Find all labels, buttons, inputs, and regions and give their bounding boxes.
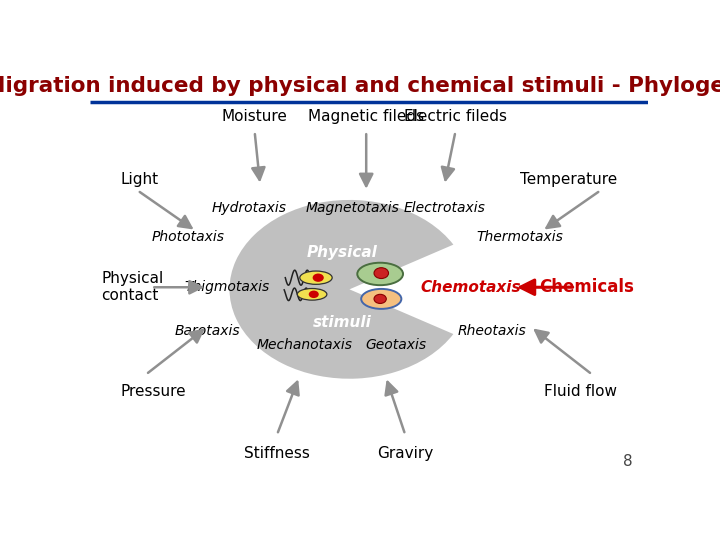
Circle shape <box>374 268 389 279</box>
Circle shape <box>374 294 387 303</box>
Text: Phototaxis: Phototaxis <box>151 231 224 245</box>
Text: Moisture: Moisture <box>222 109 287 124</box>
Text: Light: Light <box>121 172 159 187</box>
Text: Barotaxis: Barotaxis <box>174 324 240 338</box>
Ellipse shape <box>297 288 327 300</box>
Text: Pressure: Pressure <box>121 384 186 399</box>
Text: Chemicals: Chemicals <box>539 278 634 296</box>
Text: Migration induced by physical and chemical stimuli - Phylogeny: Migration induced by physical and chemic… <box>0 77 720 97</box>
Text: Graviry: Graviry <box>377 446 433 461</box>
Ellipse shape <box>361 289 401 309</box>
Text: Temperature: Temperature <box>520 172 617 187</box>
Text: Thermotaxis: Thermotaxis <box>476 231 563 245</box>
Text: 8: 8 <box>623 454 632 469</box>
Text: Rheotaxis: Rheotaxis <box>457 324 526 338</box>
Text: Mechanotaxis: Mechanotaxis <box>257 339 353 353</box>
Ellipse shape <box>300 271 332 285</box>
Circle shape <box>312 274 324 282</box>
Text: Hydrotaxis: Hydrotaxis <box>212 201 287 215</box>
Wedge shape <box>230 200 454 379</box>
Text: Magnetotaxis: Magnetotaxis <box>305 201 399 215</box>
Text: Geotaxis: Geotaxis <box>365 339 426 353</box>
Ellipse shape <box>357 263 403 285</box>
Text: Stiffness: Stiffness <box>244 446 310 461</box>
Text: Electric fileds: Electric fileds <box>404 109 507 124</box>
Text: Fluid flow: Fluid flow <box>544 384 617 399</box>
Text: Physical: Physical <box>307 245 378 260</box>
Text: Physical
contact: Physical contact <box>101 271 163 303</box>
Text: Magnetic fileds: Magnetic fileds <box>308 109 424 124</box>
Text: stimuli: stimuli <box>312 315 372 330</box>
Text: Thigmotaxis: Thigmotaxis <box>184 280 269 294</box>
Circle shape <box>309 291 319 298</box>
Text: Electrotaxis: Electrotaxis <box>403 201 485 215</box>
Text: Chemotaxis: Chemotaxis <box>420 280 521 295</box>
